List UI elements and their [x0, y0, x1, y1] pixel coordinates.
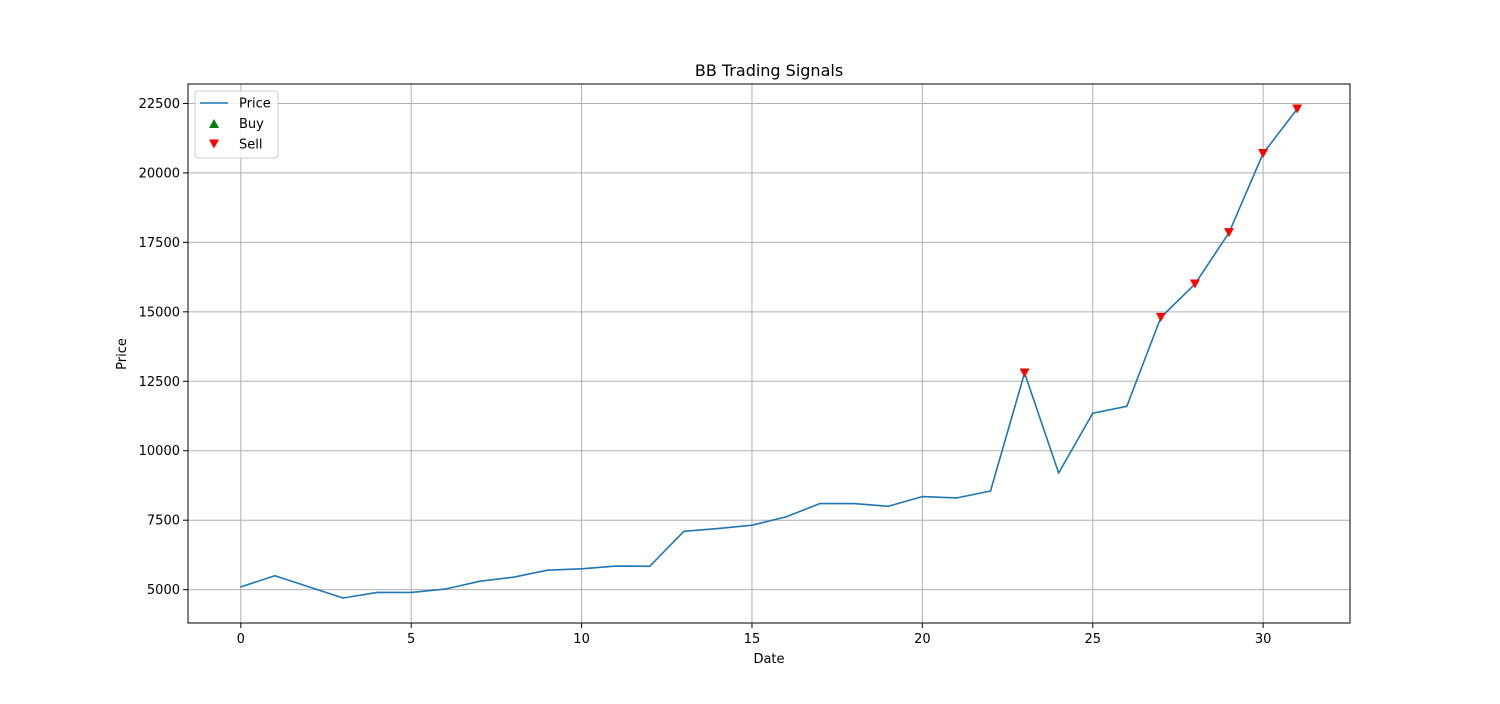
price-point [751, 524, 753, 527]
price-point [717, 527, 719, 530]
price-point [955, 497, 958, 499]
x-tick-label: 0 [237, 632, 245, 647]
sell-signal-marker [1190, 279, 1200, 289]
price-point [887, 505, 890, 508]
axis-ticks: 0 5 10 15 20 25 30 5000 7500 10000 12500 15000 17500… [139, 97, 1272, 647]
y-tick-label: 22500 [139, 97, 180, 112]
price-point [410, 591, 412, 594]
price-point [546, 569, 549, 572]
price-point [240, 586, 242, 588]
y-tick-label: 15000 [139, 305, 180, 320]
x-tick-label: 5 [407, 632, 415, 647]
y-tick-label: 7500 [147, 514, 180, 529]
price-point [989, 490, 992, 492]
price-point [614, 565, 617, 567]
plot-frame [187, 83, 1351, 624]
sell-signal-marker [1019, 368, 1030, 378]
price-point [478, 580, 481, 583]
legend-label-price: Price [239, 97, 271, 112]
y-tick-label: 17500 [139, 236, 180, 251]
grid-lines [188, 84, 1350, 623]
y-tick-label: 12500 [139, 375, 180, 390]
price-point [819, 502, 821, 505]
price-point [342, 597, 344, 599]
y-tick-label: 5000 [147, 583, 180, 598]
legend-swatch-sell [209, 139, 219, 149]
sell-signal-marker [1155, 312, 1166, 322]
chart-title: BB Trading Signals [695, 61, 843, 80]
sell-signal-marker [1258, 148, 1269, 158]
legend-label-buy: Buy [239, 117, 264, 132]
series-line-price [240, 108, 1298, 599]
chart-legend: Price Buy Sell [194, 90, 279, 159]
x-tick-label: 30 [1255, 632, 1272, 647]
y-axis-label: Price [115, 338, 130, 370]
x-tick-label: 20 [914, 632, 931, 647]
price-point [785, 516, 787, 518]
legend-label-sell: Sell [239, 138, 262, 153]
y-tick-label: 10000 [139, 444, 180, 459]
price-point [648, 565, 651, 568]
price-point [274, 574, 276, 577]
price-point [580, 568, 583, 570]
x-tick-label: 10 [573, 632, 590, 647]
price-point [1057, 472, 1060, 474]
sell-signal-marker [1224, 228, 1234, 238]
price-point [308, 586, 310, 588]
price-point [683, 530, 685, 533]
x-tick-label: 15 [744, 632, 761, 647]
price-point [1126, 405, 1128, 408]
sell-signal-marker [1292, 104, 1303, 114]
x-axis-label: Date [753, 652, 784, 667]
price-point [921, 495, 924, 498]
price-point [444, 588, 447, 590]
price-point [512, 576, 515, 578]
plot-series [240, 104, 1303, 599]
x-tick-label: 25 [1084, 632, 1101, 647]
price-point [853, 502, 855, 505]
price-point [1091, 412, 1094, 415]
legend-swatch-buy [209, 119, 219, 128]
y-tick-label: 20000 [139, 166, 180, 181]
price-point [376, 591, 378, 594]
legend-items: Price Buy Sell [200, 97, 271, 153]
